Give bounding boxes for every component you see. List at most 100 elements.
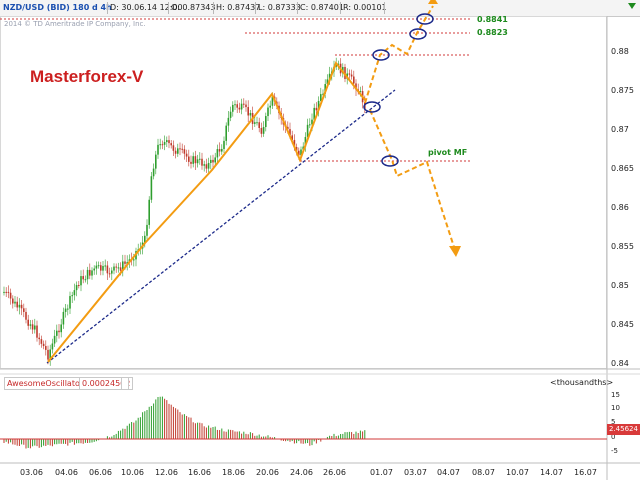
- time-tick: 18.06: [222, 468, 245, 477]
- candle-body: [117, 267, 120, 269]
- candle-body: [69, 296, 71, 309]
- oscillator-settings-box[interactable]: [121, 377, 129, 390]
- price-tick: 0.845: [611, 320, 634, 329]
- oscillator-name[interactable]: AwesomeOscillator: [4, 377, 87, 390]
- candlestick-series: [3, 57, 366, 366]
- candle-body: [108, 273, 111, 275]
- candle-body: [315, 107, 318, 111]
- header-divider: [297, 2, 298, 14]
- candle-body: [62, 311, 65, 325]
- candle-body: [93, 268, 95, 271]
- candle-body: [144, 235, 146, 243]
- candle-body: [298, 150, 300, 156]
- break-circle-icon: [363, 101, 381, 113]
- candle-body: [64, 308, 67, 312]
- time-tick: 16.06: [188, 468, 211, 477]
- candle-body: [300, 149, 302, 156]
- candle-body: [84, 279, 87, 281]
- candle-body: [185, 153, 188, 157]
- candle-body: [238, 107, 241, 110]
- candle-body: [71, 295, 73, 297]
- candle-body: [38, 337, 40, 340]
- candle-body: [91, 270, 93, 276]
- candle-body: [243, 103, 245, 105]
- candle-body: [210, 159, 212, 163]
- candle-body: [60, 324, 62, 333]
- candle-body: [14, 301, 16, 304]
- candle-body: [306, 124, 309, 137]
- candle-body: [214, 157, 216, 163]
- time-tick: 24.06: [290, 468, 313, 477]
- candle-body: [225, 125, 227, 141]
- price-tick: 0.85: [611, 281, 629, 290]
- candle-body: [106, 265, 109, 274]
- candle-body: [249, 113, 252, 116]
- projected-down-path: [369, 109, 456, 251]
- candle-body: [27, 319, 29, 326]
- candle-body: [236, 104, 238, 108]
- candle-body: [80, 276, 82, 286]
- candle-body: [293, 139, 296, 148]
- candle-body: [269, 105, 271, 108]
- oscillator-value: 0.00024562: [79, 377, 134, 390]
- header-divider: [168, 2, 169, 14]
- candle-body: [326, 79, 329, 85]
- oscillator-units: <thousandths>: [550, 378, 614, 387]
- time-tick: 04.06: [55, 468, 78, 477]
- osc-tick: -5: [611, 447, 618, 455]
- candle-body: [122, 261, 124, 271]
- wave-path: [47, 60, 366, 363]
- time-tick: 01.07: [370, 468, 393, 477]
- price-tick: 0.855: [611, 242, 634, 251]
- candle-body: [20, 304, 23, 309]
- candle-body: [36, 325, 38, 338]
- candle-body: [47, 349, 49, 360]
- candle-body: [78, 285, 80, 287]
- candle-body: [5, 291, 7, 293]
- candle-body: [157, 144, 159, 155]
- osc-tick: 15: [611, 391, 620, 399]
- candle-body: [207, 162, 210, 169]
- candle-body: [179, 148, 181, 150]
- candle-body: [350, 74, 353, 77]
- candle-body: [159, 144, 161, 146]
- pivot-label: pivot MF: [428, 148, 468, 157]
- price-tick: 0.87: [611, 125, 629, 134]
- chart-scroll-arrow-icon[interactable]: [628, 3, 636, 9]
- price-tick: 0.875: [611, 86, 634, 95]
- candle-body: [194, 156, 197, 164]
- time-tick: 12.06: [155, 468, 178, 477]
- candle-body: [322, 93, 324, 95]
- candle-body: [267, 107, 269, 117]
- low-readout: L: 0.87333: [258, 3, 301, 12]
- time-tick: 04.07: [437, 468, 460, 477]
- time-tick: 14.07: [540, 468, 563, 477]
- candle-body: [51, 343, 54, 350]
- time-tick: 26.06: [323, 468, 346, 477]
- candle-body: [124, 261, 126, 264]
- symbol-label[interactable]: NZD/USD (BID) 180 d 4h: [3, 3, 112, 12]
- trend-line: [46, 89, 396, 364]
- date-readout: D: 30.06.14 12:00: [110, 3, 183, 12]
- candle-body: [113, 266, 115, 271]
- candle-body: [260, 128, 263, 134]
- candle-body: [335, 64, 337, 67]
- candle-body: [304, 136, 307, 147]
- candle-body: [75, 285, 78, 291]
- candle-body: [328, 73, 331, 80]
- candle-body: [203, 164, 205, 166]
- range-readout: R: 0.00101: [343, 3, 387, 12]
- candle-body: [229, 111, 232, 118]
- pivot-circle-icon: [381, 155, 399, 167]
- candle-body: [337, 63, 340, 65]
- candle-body: [168, 140, 170, 144]
- candle-body: [161, 144, 164, 146]
- price-tick: 0.84: [611, 359, 629, 368]
- copyright-text: 2014 © TD Ameritrade IP Company, Inc.: [4, 20, 146, 28]
- candle-body: [258, 122, 260, 129]
- osc-tick: 0: [611, 433, 616, 441]
- candle-body: [7, 291, 10, 293]
- header-divider: [340, 2, 341, 14]
- candle-body: [183, 149, 186, 154]
